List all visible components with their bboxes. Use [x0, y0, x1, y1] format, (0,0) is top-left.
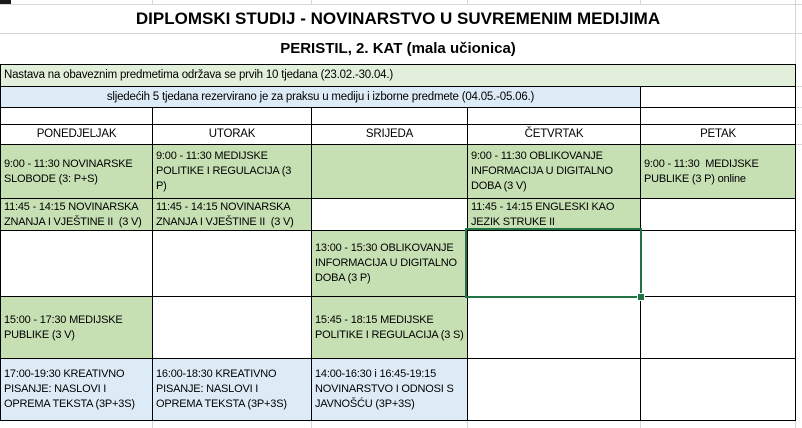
cell-tuesday-r4[interactable] [152, 296, 312, 359]
gridline [152, 0, 153, 4]
cell-friday-r2[interactable] [640, 198, 796, 231]
page-title: DIPLOMSKI STUDIJ - NOVINARSTVO U SUVREME… [135, 9, 661, 28]
cell-friday-r5[interactable] [640, 358, 796, 421]
cell-wednesday-r5[interactable]: 14:00-16:30 i 16:45-19:15 NOVINARSTVO I … [311, 358, 468, 421]
notice-practice-weeks[interactable]: sljedećih 5 tjedana rezervirano je za pr… [0, 86, 641, 108]
notice-row-empty-cell[interactable] [640, 86, 796, 108]
fill-handle[interactable] [637, 293, 645, 301]
cell-friday-r3[interactable] [640, 230, 796, 297]
gridline [152, 421, 153, 428]
cell-monday-r3[interactable] [0, 230, 153, 297]
gridline [795, 124, 802, 125]
cell-friday-r1[interactable]: 9:00 - 11:30 MEDIJSKE PUBLIKE (3 P) onli… [640, 144, 796, 199]
spacer-cell-thursday[interactable] [467, 107, 641, 125]
spacer-cell-monday[interactable] [0, 107, 153, 125]
cell-wednesday-r3[interactable]: 13:00 - 15:30 OBLIKOVANJE INFORMACIJA U … [311, 230, 468, 297]
cell-wednesday-r4[interactable]: 15:45 - 18:15 MEDIJSKE POLITIKE I REGULA… [311, 296, 468, 359]
cell-tuesday-r5[interactable]: 16:00-18:30 KREATIVNO PISANJE: NASLOVI I… [152, 358, 312, 421]
cell-thursday-r5[interactable] [467, 358, 641, 421]
gridline [0, 33, 802, 34]
cell-tuesday-r3[interactable] [152, 230, 312, 297]
cell-wednesday-r1[interactable] [311, 144, 468, 199]
cell-monday-r5[interactable]: 17:00-19:30 KREATIVNO PISANJE: NASLOVI I… [0, 358, 153, 421]
gridline [467, 0, 468, 4]
gridline [795, 0, 796, 64]
cell-wednesday-r2[interactable] [311, 198, 468, 231]
header-wednesday[interactable]: SRIJEDA [311, 124, 468, 145]
cell-tuesday-r1[interactable]: 9:00 - 11:30 MEDIJSKE POLITIKE I REGULAC… [152, 144, 312, 199]
cell-tuesday-r2[interactable]: 11:45 - 14:15 NOVINARSKA ZNANJA I VJEŠTI… [152, 198, 312, 231]
cell-monday-r4[interactable]: 15:00 - 17:30 MEDIJSKE PUBLIKE (3 V) [0, 296, 153, 359]
header-thursday[interactable]: ČETVRTAK [467, 124, 641, 145]
cell-friday-r4[interactable] [640, 296, 796, 359]
page-subtitle: PERISTIL, 2. KAT (mala učionica) [280, 40, 516, 57]
gridline [467, 421, 468, 428]
active-cell-selection-border[interactable] [465, 228, 645, 301]
corner-artifact [0, 0, 11, 4]
header-friday[interactable]: PETAK [640, 124, 796, 145]
notice-obligatory-courses[interactable]: Nastava na obaveznim predmetima održava … [0, 64, 796, 87]
cell-monday-r2[interactable]: 11:45 - 14:15 NOVINARSKA ZNANJA I VJEŠTI… [0, 198, 153, 231]
cell-thursday-r1[interactable]: 9:00 - 11:30 OBLIKOVANJE INFORMACIJA U D… [467, 144, 641, 199]
header-tuesday[interactable]: UTORAK [152, 124, 312, 145]
gridline [795, 86, 802, 87]
gridline [795, 144, 802, 145]
spacer-cell-tuesday[interactable] [152, 107, 312, 125]
cell-thursday-r3-selected[interactable] [467, 230, 641, 297]
spacer-cell-friday[interactable] [640, 107, 796, 125]
header-monday[interactable]: PONEDJELJAK [0, 124, 153, 145]
gridline [795, 421, 796, 428]
cell-thursday-r2[interactable]: 11:45 - 14:15 ENGLESKI KAO JEZIK STRUKE … [467, 198, 641, 231]
spacer-cell-wednesday[interactable] [311, 107, 468, 125]
cell-monday-r1[interactable]: 9:00 - 11:30 NOVINARSKE SLOBODE (3: P+S) [0, 144, 153, 199]
gridline [311, 0, 312, 4]
gridline [640, 421, 641, 428]
gridline [795, 107, 802, 108]
gridline [311, 421, 312, 428]
cell-thursday-r4[interactable] [467, 296, 641, 359]
gridline [640, 0, 641, 4]
gridline [0, 4, 802, 5]
